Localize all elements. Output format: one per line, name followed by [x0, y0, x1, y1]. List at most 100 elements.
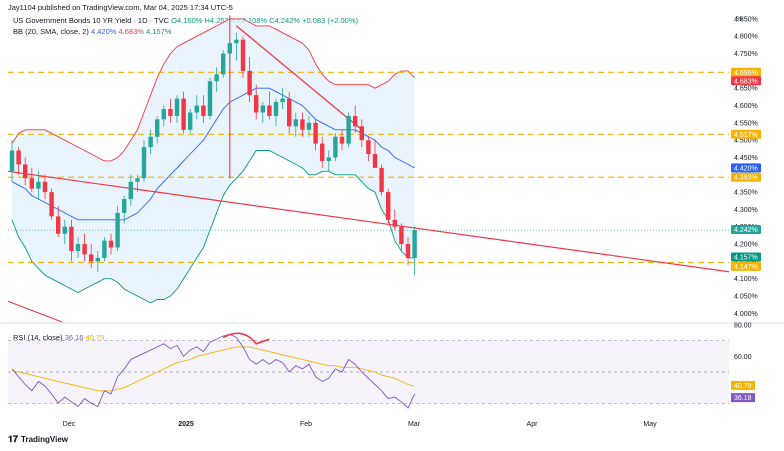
rsi-annotation-arc	[222, 332, 270, 345]
ohlc-high: H4.252%	[204, 16, 236, 25]
candle-body	[174, 98, 180, 116]
y-tick-label: 4.850%	[734, 16, 758, 23]
price-badge	[731, 67, 761, 77]
candle-body	[313, 122, 318, 144]
candle-body	[188, 112, 193, 130]
price-badge-label: 4.683%	[734, 78, 758, 85]
ohlc-open: O4.160%	[171, 16, 203, 25]
y-tick-label: 4.450%	[734, 155, 758, 162]
candle-body	[353, 115, 358, 127]
candle-body	[267, 105, 272, 116]
candle-body	[108, 240, 114, 248]
candle-body	[240, 39, 246, 71]
rsi-value: 36.16	[64, 333, 84, 342]
price-badge	[731, 163, 761, 173]
candle-body	[392, 219, 397, 227]
x-tick-label: Dec	[63, 421, 76, 428]
candle-body	[135, 178, 140, 182]
candle-body	[161, 108, 166, 120]
bb-legend[interactable]: BB (20, SMA, close, 2) 4.420% 4.683% 4.1…	[13, 27, 171, 36]
y-tick-label: 4.050%	[734, 294, 758, 301]
candle-body	[234, 39, 239, 44]
price-badge-label: 4.242%	[734, 227, 758, 234]
candle-body	[405, 244, 411, 258]
y-tick-label: 4.800%	[734, 34, 758, 41]
price-badge-label: 4.147%	[734, 264, 758, 271]
candle-body	[379, 167, 384, 193]
candle-body	[148, 136, 153, 148]
candle-body	[62, 226, 67, 234]
candle-body	[207, 81, 213, 116]
price-badge	[731, 252, 761, 262]
publisher-line: Jay1104 published on TradingView.com, Ma…	[8, 3, 233, 12]
candle-body	[254, 95, 259, 113]
candle-body	[128, 181, 133, 200]
candle-body	[168, 108, 173, 116]
candle-body	[247, 70, 252, 96]
rsi-badge-label: 36.18	[734, 395, 752, 402]
tradingview-footer[interactable]: 𝟏𝟕 TradingView	[8, 434, 68, 445]
candle-body	[155, 119, 160, 137]
candle-body	[346, 115, 351, 144]
candle-body	[89, 254, 94, 262]
candle-body	[300, 119, 305, 130]
price-badge	[731, 261, 761, 271]
candle-body	[16, 150, 21, 165]
candle-body	[260, 105, 265, 113]
y-tick-label: 4.500%	[734, 138, 758, 145]
tradingview-brand: TradingView	[21, 435, 68, 444]
price-badge	[731, 225, 761, 235]
x-tick-label: May	[643, 421, 657, 428]
symbol-title: US Government Bonds 10 YR Yield · 1D · T…	[13, 16, 170, 25]
bb-label: BB (20, SMA, close, 2)	[13, 27, 89, 36]
rsi-badge	[731, 380, 755, 390]
rsi-label: RSI (14, close)	[13, 333, 63, 342]
candle-body	[227, 43, 232, 54]
candle-body	[339, 136, 345, 144]
candle-body	[49, 192, 54, 217]
bb-basis-value: 4.420%	[90, 27, 117, 36]
rsi-y-tick-label: 80.00	[734, 323, 752, 330]
candle-body	[214, 74, 219, 82]
candle-body	[333, 136, 338, 158]
candle-body	[75, 244, 81, 251]
y-tick-label: 4.300%	[734, 207, 758, 214]
x-tick-label: Apr	[527, 421, 539, 428]
price-badge-label: 4.157%	[734, 254, 758, 261]
descending-trendline	[7, 170, 730, 273]
candle-body	[412, 230, 417, 258]
y-tick-label: 4.200%	[734, 242, 758, 249]
price-badge	[731, 172, 761, 182]
bb-band-fill	[12, 18, 415, 303]
candle-body	[399, 226, 404, 245]
candle-body	[293, 119, 298, 127]
ohlc-close: C4.242%	[269, 16, 301, 25]
candle-body	[122, 199, 127, 213]
price-badge-label: 4.696%	[734, 70, 758, 77]
x-tick-label: Feb	[300, 421, 312, 428]
y-tick-label: 4.750%	[734, 51, 758, 58]
rsi-ma-line	[11, 346, 415, 392]
x-tick-label: 2025	[178, 421, 194, 428]
price-badge-label: 4.420%	[734, 165, 758, 172]
symbol-legend[interactable]: US Government Bonds 10 YR Yield · 1D · T…	[13, 16, 358, 25]
y-tick-label: 4.650%	[734, 86, 758, 93]
y-tick-label: 4.350%	[734, 190, 758, 197]
candle-body	[194, 105, 199, 113]
rsi-legend[interactable]: RSI (14, close) 36.16 40.79	[13, 333, 104, 342]
candle-body	[326, 157, 331, 161]
y-tick-label: 4.550%	[734, 120, 758, 127]
candle-body	[181, 98, 186, 130]
rsi-badge	[731, 393, 755, 403]
price-badge	[731, 129, 761, 139]
candle-body	[359, 126, 364, 141]
ohlc-change: +0.083 (+2.00%)	[302, 16, 358, 25]
y-tick-label: 4.100%	[734, 276, 758, 283]
bb-upper-value: 4.683%	[118, 27, 144, 36]
candle-body	[29, 178, 34, 189]
candle-body	[320, 143, 325, 161]
candle-body	[273, 102, 279, 116]
old-trendline	[7, 300, 63, 323]
candle-body	[141, 147, 147, 179]
